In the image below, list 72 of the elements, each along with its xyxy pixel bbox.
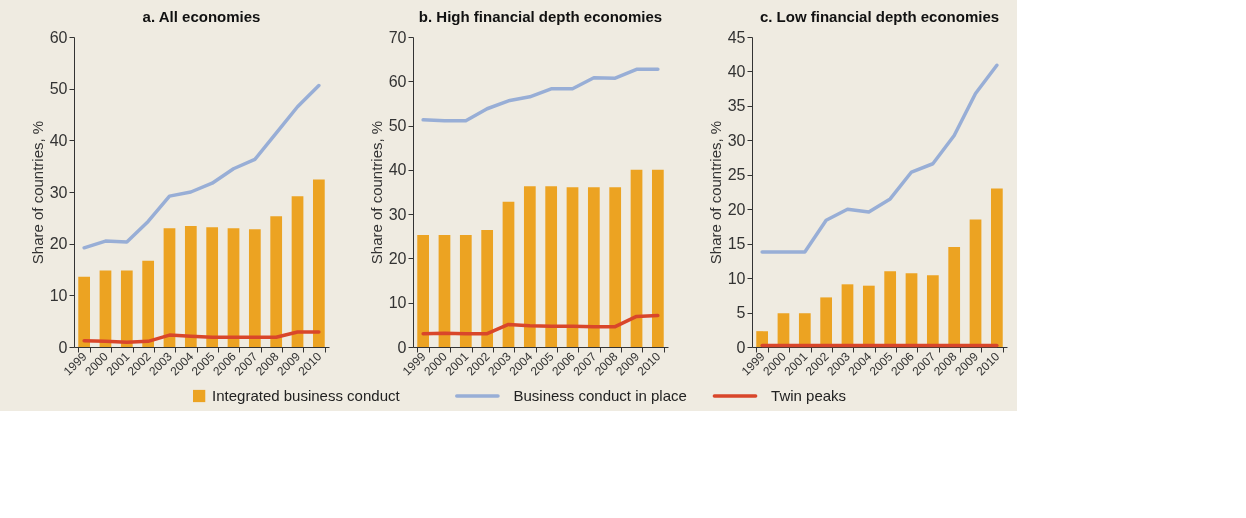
line-series xyxy=(760,63,999,254)
bar xyxy=(313,179,325,347)
bar xyxy=(652,169,664,347)
line-series xyxy=(82,83,321,250)
bar xyxy=(438,234,451,347)
y-tick-label: 70 xyxy=(388,28,407,46)
bar xyxy=(291,196,304,347)
bar xyxy=(163,228,176,347)
bar xyxy=(630,169,643,347)
y-tick-label: 50 xyxy=(49,80,68,98)
bar xyxy=(248,229,261,347)
y-axis-title: Share of countries, % xyxy=(28,120,46,265)
y-tick-label: 60 xyxy=(388,72,407,90)
y-tick-label: 40 xyxy=(49,131,68,149)
y-tick-label: 15 xyxy=(727,235,746,253)
y-tick-label: 40 xyxy=(727,62,746,80)
y-tick-label: 0 xyxy=(58,338,68,356)
bar xyxy=(798,313,811,347)
bar xyxy=(948,247,961,347)
bar xyxy=(905,273,918,347)
bar xyxy=(206,227,219,347)
bar xyxy=(502,201,515,347)
y-tick-label: 50 xyxy=(388,117,407,135)
bar xyxy=(78,276,90,347)
y-tick-label: 20 xyxy=(49,235,68,253)
bar xyxy=(227,228,240,347)
bar xyxy=(969,219,982,347)
chart-title: b. High financial depth economies xyxy=(418,8,663,25)
bar xyxy=(142,260,155,347)
y-tick-label: 20 xyxy=(388,249,407,267)
bar xyxy=(566,187,579,347)
chart-title: c. Low financial depth economies xyxy=(759,8,1000,25)
y-tick-label: 40 xyxy=(388,161,407,179)
y-tick-label: 30 xyxy=(388,205,407,223)
bar xyxy=(862,285,875,347)
y-tick-label: 5 xyxy=(736,304,746,322)
chart-title: a. All economies xyxy=(142,8,261,25)
bar xyxy=(481,230,494,347)
bar xyxy=(184,226,197,347)
bar xyxy=(820,297,833,347)
y-tick-label: 35 xyxy=(727,97,746,115)
y-tick-label: 0 xyxy=(736,338,746,356)
bar xyxy=(417,234,429,347)
line-series xyxy=(421,313,660,336)
y-tick-label: 60 xyxy=(49,28,68,46)
bar xyxy=(459,234,472,347)
y-tick-label: 10 xyxy=(388,294,407,312)
y-axis-title: Share of countries, % xyxy=(706,120,724,265)
y-axis-title: Share of countries, % xyxy=(367,120,385,265)
y-tick-label: 0 xyxy=(397,338,407,356)
y-tick-label: 20 xyxy=(727,200,746,218)
y-tick-label: 30 xyxy=(49,183,68,201)
y-tick-label: 45 xyxy=(727,28,746,46)
bar xyxy=(270,216,283,347)
legend-label: Integrated business conduct xyxy=(212,387,401,404)
y-tick-label: 30 xyxy=(727,131,746,149)
bar xyxy=(587,187,600,347)
bar xyxy=(926,275,939,347)
line-series xyxy=(421,67,660,123)
bar xyxy=(523,186,536,347)
legend-label: Twin peaks xyxy=(771,387,847,404)
bar xyxy=(545,186,558,347)
line-series xyxy=(82,330,321,345)
bar xyxy=(991,188,1003,347)
y-tick-label: 25 xyxy=(727,166,746,184)
bar xyxy=(841,284,854,347)
bar xyxy=(120,270,133,347)
bar xyxy=(884,271,897,347)
y-tick-label: 10 xyxy=(727,269,746,287)
legend-label: Business conduct in place xyxy=(513,387,687,404)
bar xyxy=(609,187,622,347)
y-tick-label: 10 xyxy=(49,286,68,304)
